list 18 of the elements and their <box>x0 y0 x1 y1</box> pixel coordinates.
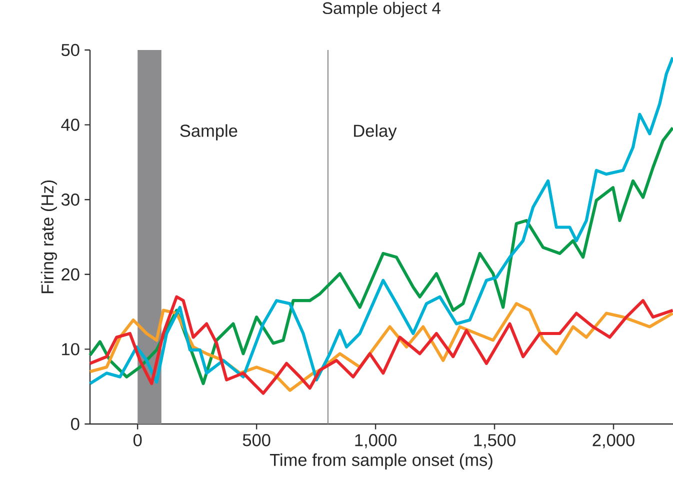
x-tick-label: 1,500 <box>474 434 516 448</box>
y-tick-label: 30 <box>61 193 80 206</box>
x-tick-label: 2,000 <box>592 434 634 448</box>
band-label: Sample <box>180 124 238 140</box>
x-tick-label: 0 <box>133 434 142 446</box>
y-tick-label: 40 <box>61 118 80 131</box>
ref-line-label: Delay <box>354 124 397 140</box>
line-series <box>88 126 673 386</box>
x-tick-label: 500 <box>242 434 270 446</box>
x-axis-title: Time from sample onset (ms) <box>270 453 492 470</box>
y-tick-label: 20 <box>62 268 80 281</box>
chart-title: Sample object 4 <box>322 2 441 18</box>
x-tick-label: 1,000 <box>355 434 396 448</box>
y-axis-title: Firing rate (Hz) <box>40 180 57 294</box>
y-tick-label: 50 <box>61 44 80 56</box>
y-tick-label: 10 <box>62 343 80 356</box>
y-tick-label: 0 <box>71 418 80 430</box>
line-series <box>88 56 673 386</box>
